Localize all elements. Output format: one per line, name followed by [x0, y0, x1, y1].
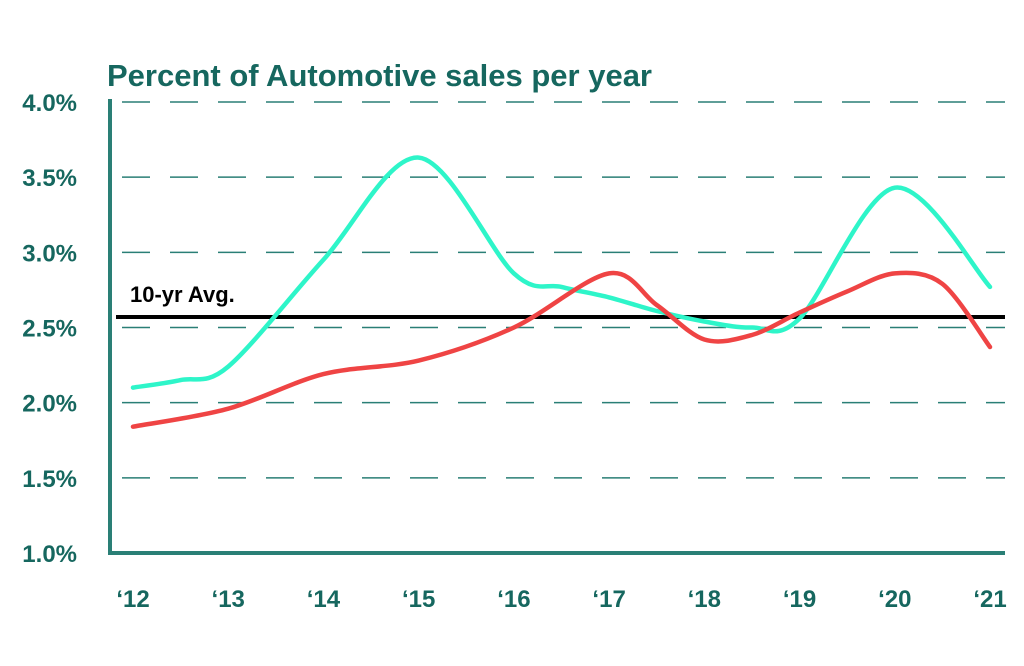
average-label: 10-yr Avg. [130, 282, 235, 307]
x-tick-label: ‘20 [878, 586, 911, 613]
y-tick-label: 3.0% [22, 240, 77, 267]
x-tick-label: ‘13 [212, 586, 245, 613]
x-tick-label: ‘15 [402, 586, 435, 613]
gridlines [122, 101, 1005, 479]
y-tick-label: 1.5% [22, 466, 77, 493]
y-tick-label: 2.0% [22, 391, 77, 418]
x-tick-label: ‘18 [688, 586, 721, 613]
x-tick-label: ‘16 [497, 586, 530, 613]
chart-title: Percent of Automotive sales per year [107, 58, 652, 93]
series-line-2 [130, 270, 993, 429]
x-tick-label: ‘12 [116, 586, 149, 613]
x-tick-labels: ‘12 ‘13 ‘14 ‘15 ‘16 ‘17 ‘18 ‘19 ‘20 ‘21 [116, 586, 1006, 613]
series-group [130, 155, 993, 429]
x-tick-label: ‘14 [307, 586, 341, 613]
average-line-group: 10-yr Avg. [116, 282, 1005, 319]
y-tick-labels: 1.0% 1.5% 2.0% 2.5% 3.0% 3.5% 4.0% [22, 90, 77, 568]
axes [108, 99, 1005, 555]
x-tick-label: ‘19 [783, 586, 816, 613]
y-tick-label: 4.0% [22, 90, 77, 117]
y-tick-label: 3.5% [22, 165, 77, 192]
y-tick-label: 2.5% [22, 316, 77, 343]
series-line-1 [130, 155, 993, 390]
x-tick-label: ‘17 [592, 586, 625, 613]
x-tick-label: ‘21 [973, 586, 1006, 613]
y-tick-label: 1.0% [22, 541, 77, 568]
